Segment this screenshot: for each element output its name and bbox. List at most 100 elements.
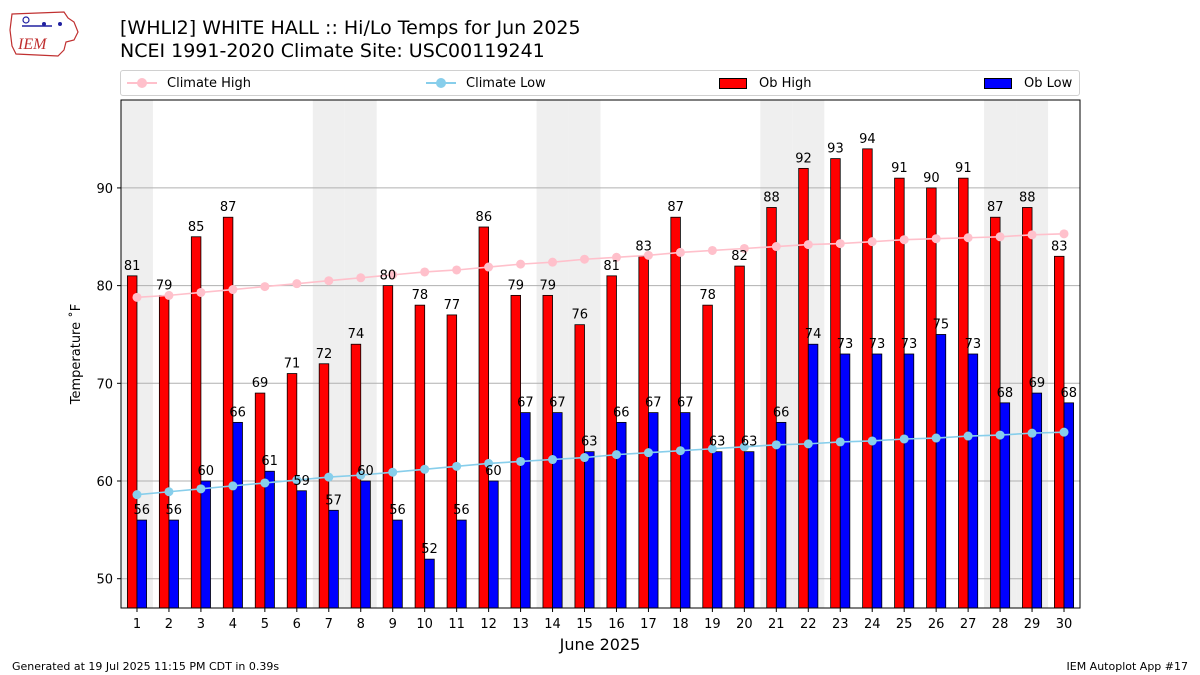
ob-high-data-label: 79 — [508, 278, 525, 293]
climate-low-point — [995, 430, 1005, 440]
legend-ob-high: Ob High — [719, 71, 812, 95]
ob-low-bar — [328, 509, 339, 609]
ob-high-bar — [638, 255, 649, 609]
ob-low-bar — [648, 412, 659, 609]
climate-low-line-icon — [426, 78, 456, 88]
ob-low-bar — [424, 558, 435, 609]
climate-high-line — [136, 233, 1065, 299]
climate-high-point — [164, 290, 174, 300]
ob-low-bar — [584, 451, 595, 609]
ob-high-data-label: 86 — [476, 210, 493, 225]
ob-low-data-label: 56 — [453, 503, 470, 518]
ob-low-bar — [456, 519, 467, 609]
climate-low-point — [388, 467, 398, 477]
climate-high-point — [611, 252, 621, 262]
ob-high-data-label: 80 — [380, 269, 397, 284]
x-tick-label: 11 — [448, 617, 465, 632]
x-tick-label: 5 — [261, 617, 269, 632]
ob-high-data-label: 74 — [348, 327, 365, 342]
climate-low-point — [675, 446, 685, 456]
climate-low-point — [899, 434, 909, 444]
climate-high-point — [292, 279, 302, 289]
ob-low-data-label: 63 — [709, 435, 726, 450]
ob-high-data-label: 90 — [923, 171, 940, 186]
x-tick-label: 15 — [576, 617, 593, 632]
ob-high-data-label: 91 — [955, 161, 972, 176]
chart-subtitle: NCEI 1991-2020 Climate Site: USC00119241 — [120, 40, 545, 62]
climate-high-point — [803, 240, 813, 250]
climate-high-point — [132, 292, 142, 302]
ob-low-data-label: 67 — [677, 396, 694, 411]
ob-high-data-label: 76 — [571, 308, 588, 323]
x-tick-label: 14 — [544, 617, 561, 632]
x-tick-label: 2 — [165, 617, 173, 632]
ob-low-data-label: 57 — [325, 493, 342, 508]
climate-low-point — [132, 490, 142, 500]
ob-high-bar — [574, 324, 585, 609]
ob-low-bar — [264, 470, 275, 609]
ob-low-data-label: 74 — [805, 327, 822, 342]
x-tick-label: 19 — [704, 617, 721, 632]
ob-high-bar — [702, 304, 713, 609]
x-tick-label: 8 — [357, 617, 365, 632]
chart-title: [WHLI2] WHITE HALL :: Hi/Lo Temps for Ju… — [120, 17, 581, 39]
iem-logo: IEM — [9, 11, 79, 57]
ob-low-data-label: 59 — [293, 474, 310, 489]
legend-ob-high-label: Ob High — [759, 75, 812, 91]
ob-low-bar — [743, 451, 755, 609]
ob-high-bar — [670, 216, 681, 609]
climate-low-point — [580, 453, 590, 463]
x-tick-label: 29 — [1024, 617, 1041, 632]
ob-high-bar — [158, 294, 170, 609]
ob-low-bar — [488, 480, 499, 609]
ob-low-data-label: 66 — [613, 405, 630, 420]
ob-low-data-label: 56 — [389, 503, 406, 518]
x-tick-label: 13 — [512, 617, 529, 632]
climate-low-point — [292, 475, 302, 485]
ob-low-bar — [232, 421, 243, 609]
climate-high-point — [420, 267, 430, 277]
ob-low-data-label: 60 — [197, 464, 214, 479]
climate-high-point — [963, 233, 973, 243]
ob-low-bar — [967, 353, 979, 609]
climate-high-point — [739, 243, 749, 253]
ob-high-bar — [862, 148, 873, 609]
climate-high-point — [675, 247, 685, 257]
ob-high-bar — [446, 314, 458, 609]
climate-high-point — [867, 237, 877, 247]
legend-climate-high-label: Climate High — [167, 75, 252, 91]
ob-high-bar — [254, 392, 266, 609]
ob-high-data-label: 82 — [731, 249, 748, 264]
legend-ob-low: Ob Low — [984, 71, 1072, 95]
ob-low-bar — [680, 412, 691, 609]
ob-high-data-label: 85 — [188, 220, 205, 235]
x-tick-label: 21 — [768, 617, 785, 632]
ob-high-bar — [1022, 207, 1033, 609]
ob-low-data-label: 73 — [965, 337, 982, 352]
climate-low-point — [228, 481, 238, 491]
climate-high-point — [931, 234, 941, 244]
ob-high-bar — [606, 275, 617, 609]
x-tick-label: 1 — [133, 617, 141, 632]
climate-high-point — [260, 282, 270, 292]
ob-high-data-label: 78 — [699, 288, 716, 303]
ob-high-data-label: 81 — [603, 259, 620, 274]
ob-low-data-label: 67 — [645, 396, 662, 411]
climate-high-point — [516, 259, 526, 269]
ob-high-data-label: 83 — [635, 239, 652, 254]
ob-low-data-label: 68 — [997, 386, 1014, 401]
x-tick-label: 24 — [864, 617, 881, 632]
ob-high-data-label: 72 — [316, 347, 333, 362]
ob-high-data-label: 79 — [156, 278, 173, 293]
ob-high-data-label: 71 — [284, 357, 301, 372]
ob-low-data-label: 60 — [485, 464, 502, 479]
y-tick-label: 50 — [96, 573, 113, 588]
ob-low-bar — [168, 519, 179, 609]
climate-low-point — [611, 450, 621, 460]
climate-low-point — [356, 470, 366, 480]
x-tick-label: 22 — [800, 617, 817, 632]
x-tick-label: 18 — [672, 617, 689, 632]
x-axis-label: June 2025 — [559, 635, 641, 654]
ob-low-bar — [903, 353, 915, 609]
